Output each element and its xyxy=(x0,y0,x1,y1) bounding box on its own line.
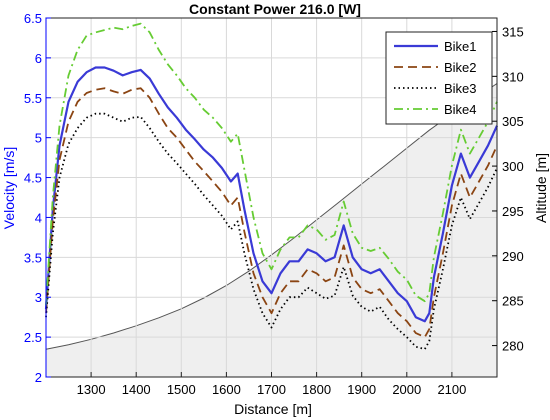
series-layer xyxy=(44,22,499,351)
legend-box xyxy=(385,31,493,125)
series-line-bike1 xyxy=(44,66,499,323)
legend-label-bike2: Bike2 xyxy=(444,60,477,75)
legend: Bike1 Bike2 Bike3 Bike4 xyxy=(385,31,493,125)
series-line-bike2 xyxy=(45,87,498,339)
y-left-tick-label: 6.5 xyxy=(24,11,42,26)
legend-label-bike4: Bike4 xyxy=(444,102,477,117)
y-left-axis-ticks: 2 2.5 3 3.5 4 4.5 5 5.5 6 6.5 xyxy=(24,11,51,385)
y-left-tick-label: 2 xyxy=(35,370,42,385)
x-tick-label: 1600 xyxy=(212,382,241,397)
x-tick-label: 2100 xyxy=(437,382,466,397)
y-left-tick-label: 4.5 xyxy=(24,171,42,186)
x-tick-label: 1900 xyxy=(347,382,376,397)
x-axis-ticks: 1300 1400 1500 1600 1700 1800 1900 2000 2100 xyxy=(77,372,466,397)
altitude-area xyxy=(46,83,497,377)
y-right-tick-label: 305 xyxy=(502,114,524,129)
y-right-tick-label: 315 xyxy=(502,24,524,39)
legend-label-bike1: Bike1 xyxy=(444,39,477,54)
chart-title: Constant Power 216.0 [W] xyxy=(189,1,361,17)
x-tick-label: 1500 xyxy=(167,382,196,397)
x-tick-label: 2000 xyxy=(392,382,421,397)
y-left-tick-label: 3.5 xyxy=(24,250,42,265)
series-line-bike4 xyxy=(45,22,498,306)
y-right-axis-ticks: 280 285 290 295 300 305 310 315 xyxy=(492,24,524,354)
y-right-tick-label: 295 xyxy=(502,204,524,219)
y-left-axis-label: Velocity [m/s] xyxy=(1,147,17,229)
y-left-tick-label: 5 xyxy=(35,131,42,146)
x-tick-label: 1800 xyxy=(302,382,331,397)
x-axis-label: Distance [m] xyxy=(234,401,312,417)
series-line-bike3 xyxy=(45,112,498,351)
grid-layer xyxy=(46,17,497,378)
y-left-tick-label: 3 xyxy=(35,290,42,305)
y-right-tick-label: 310 xyxy=(502,69,524,84)
y-left-tick-label: 5.5 xyxy=(24,91,42,106)
x-tick-label: 1400 xyxy=(122,382,151,397)
y-right-tick-label: 285 xyxy=(502,294,524,309)
y-right-tick-label: 280 xyxy=(502,339,524,354)
y-right-tick-label: 300 xyxy=(502,159,524,174)
y-left-tick-label: 6 xyxy=(35,51,42,66)
y-left-tick-label: 4 xyxy=(35,210,42,225)
y-right-tick-label: 290 xyxy=(502,249,524,264)
y-left-tick-label: 2.5 xyxy=(24,330,42,345)
legend-label-bike3: Bike3 xyxy=(444,81,477,96)
x-tick-label: 1300 xyxy=(77,382,106,397)
y-right-axis-label: Altitude [m] xyxy=(533,153,549,223)
x-tick-label: 1700 xyxy=(257,382,286,397)
